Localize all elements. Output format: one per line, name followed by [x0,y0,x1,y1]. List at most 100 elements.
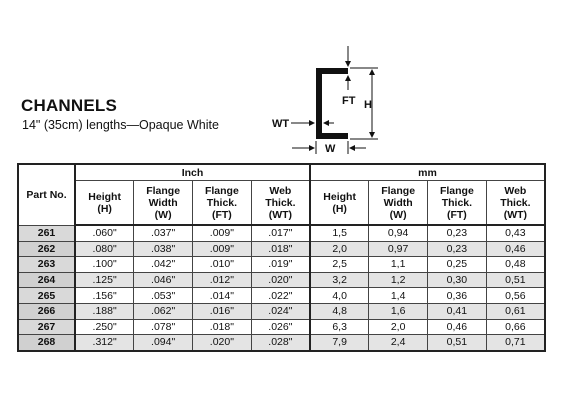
column-header-line: Height [323,190,356,203]
wt-arrowhead-left [309,120,315,126]
table-cell: 1,4 [368,287,428,304]
table-row: 264.125" .046" .012" .020" 3,2 1,2 0,30 0,51 [17,271,546,289]
column-header-line: (WT) [268,208,293,221]
table-cell: 2,0 [368,318,428,336]
column-header-line: (WT) [503,208,528,221]
table-cell: 7,9 [309,334,370,352]
table-cell: 6,3 [309,318,370,336]
table-cell: .046" [133,271,193,289]
column-header-line: Web [504,184,527,197]
table-cell: .078" [133,318,193,336]
column-header: Web Thick. (WT) [250,180,311,226]
table-row: 268.312" .094" .020" .028" 7,9 2,4 0,51 0,71 [17,334,546,352]
h-label: H [364,99,372,111]
table-row: 261.060" .037" .009" .017" 1,5 0,94 0,23 0,43 [17,224,546,242]
ft-arrowhead-top [345,61,351,67]
inch-group-header: Inch [74,163,311,181]
part-number-cell: 262 [17,240,76,258]
column-header-line: (FT) [446,208,467,221]
column-header: Flange Width (W) [133,180,193,226]
column-header-row: Height (H) Flange Width (W) Flange Thick. (FT) W… [18,180,546,226]
column-header: Height (H) [74,180,135,226]
part-number-header: Part No. [17,163,76,226]
column-header-line: Width [383,196,413,209]
table-cell: 0,51 [427,334,487,352]
table-cell: 0,51 [485,271,546,289]
part-number-cell: 265 [17,287,76,304]
part-number-cell: 261 [17,224,76,242]
product-subtitle: 14" (35cm) lengths—Opaque White [22,118,219,132]
table-cell: .018" [192,318,252,336]
table-cell: .019" [250,256,311,273]
table-cell: 1,1 [368,256,428,273]
table-cell: .042" [133,256,193,273]
table-cell: .014" [192,287,252,304]
ft-label: FT [342,95,356,107]
table-cell: .156" [74,287,135,304]
table-cell: .012" [192,271,252,289]
table-cell: 0,66 [485,318,546,336]
table-row: 262.080" .038" .009" .018" 2,0 0,97 0,23 0,46 [17,240,546,258]
column-header: Height (H) [309,180,370,226]
table-row: 266.188" .062" .016" .024" 4,8 1,6 0,41 0,61 [17,302,546,320]
column-header-line: (FT) [211,208,232,221]
table-cell: .188" [74,302,135,320]
column-header-line: (H) [97,202,112,215]
table-cell: .010" [192,256,252,273]
h-arrowhead-top [369,69,375,75]
column-header-line: Flange [146,184,181,197]
table-cell: .020" [250,271,311,289]
ft-arrowhead-bottom [345,75,351,81]
channel-cross-section-diagram: FT H WT W [272,46,378,155]
column-header: Web Thick. (WT) [485,180,546,226]
w-arrowhead-left [309,145,315,151]
table-cell: .038" [133,240,193,258]
table-cell: 0,25 [427,256,487,273]
column-header-line: Thick. [441,196,473,209]
column-header-line: Flange [381,184,416,197]
table-cell: 0,23 [427,240,487,258]
table-cell: 0,23 [427,224,487,242]
table-cell: 1,5 [309,224,370,242]
table-cell: 0,61 [485,302,546,320]
table-cell: 1,2 [368,271,428,289]
table-cell: .009" [192,240,252,258]
table-cell: .017" [250,224,311,242]
table-cell: .020" [192,334,252,352]
w-label: W [325,143,336,155]
table-cell: 0,36 [427,287,487,304]
table-cell: 0,97 [368,240,428,258]
table-cell: .028" [250,334,311,352]
table-cell: .018" [250,240,311,258]
table-cell: .100" [74,256,135,273]
table-cell: 0,46 [427,318,487,336]
column-header-line: Thick. [206,196,238,209]
table-row: 267.250" .078" .018" .026" 6,3 2,0 0,46 0,66 [17,318,546,336]
table-row: 263.100" .042" .010" .019" 2,5 1,1 0,25 0,48 [17,256,546,273]
table-cell: 4,8 [309,302,370,320]
table-cell: .250" [74,318,135,336]
part-number-cell: 263 [17,256,76,273]
column-header-line: (W) [154,208,172,221]
channel-profile [316,68,348,139]
table-cell: 0,46 [485,240,546,258]
part-number-cell: 264 [17,271,76,289]
wt-arrowhead-right [323,120,329,126]
column-header-line: Thick. [500,196,531,209]
mm-group-header: mm [309,163,546,181]
table-cell: 0,43 [485,224,546,242]
column-header-line: Height [88,190,121,203]
table-row: 265.156" .053" .014" .022" 4,0 1,4 0,36 0,56 [17,287,546,304]
table-cell: .026" [250,318,311,336]
table-cell: .312" [74,334,135,352]
column-header: Flange Width (W) [368,180,428,226]
table-cell: 0,48 [485,256,546,273]
column-header-line: Web [269,184,292,197]
table-cell: .080" [74,240,135,258]
column-header-line: Flange [439,184,474,197]
table-cell: .062" [133,302,193,320]
table-cell: .060" [74,224,135,242]
w-arrowhead-right [349,145,355,151]
table-cell: .024" [250,302,311,320]
table-cell: .125" [74,271,135,289]
